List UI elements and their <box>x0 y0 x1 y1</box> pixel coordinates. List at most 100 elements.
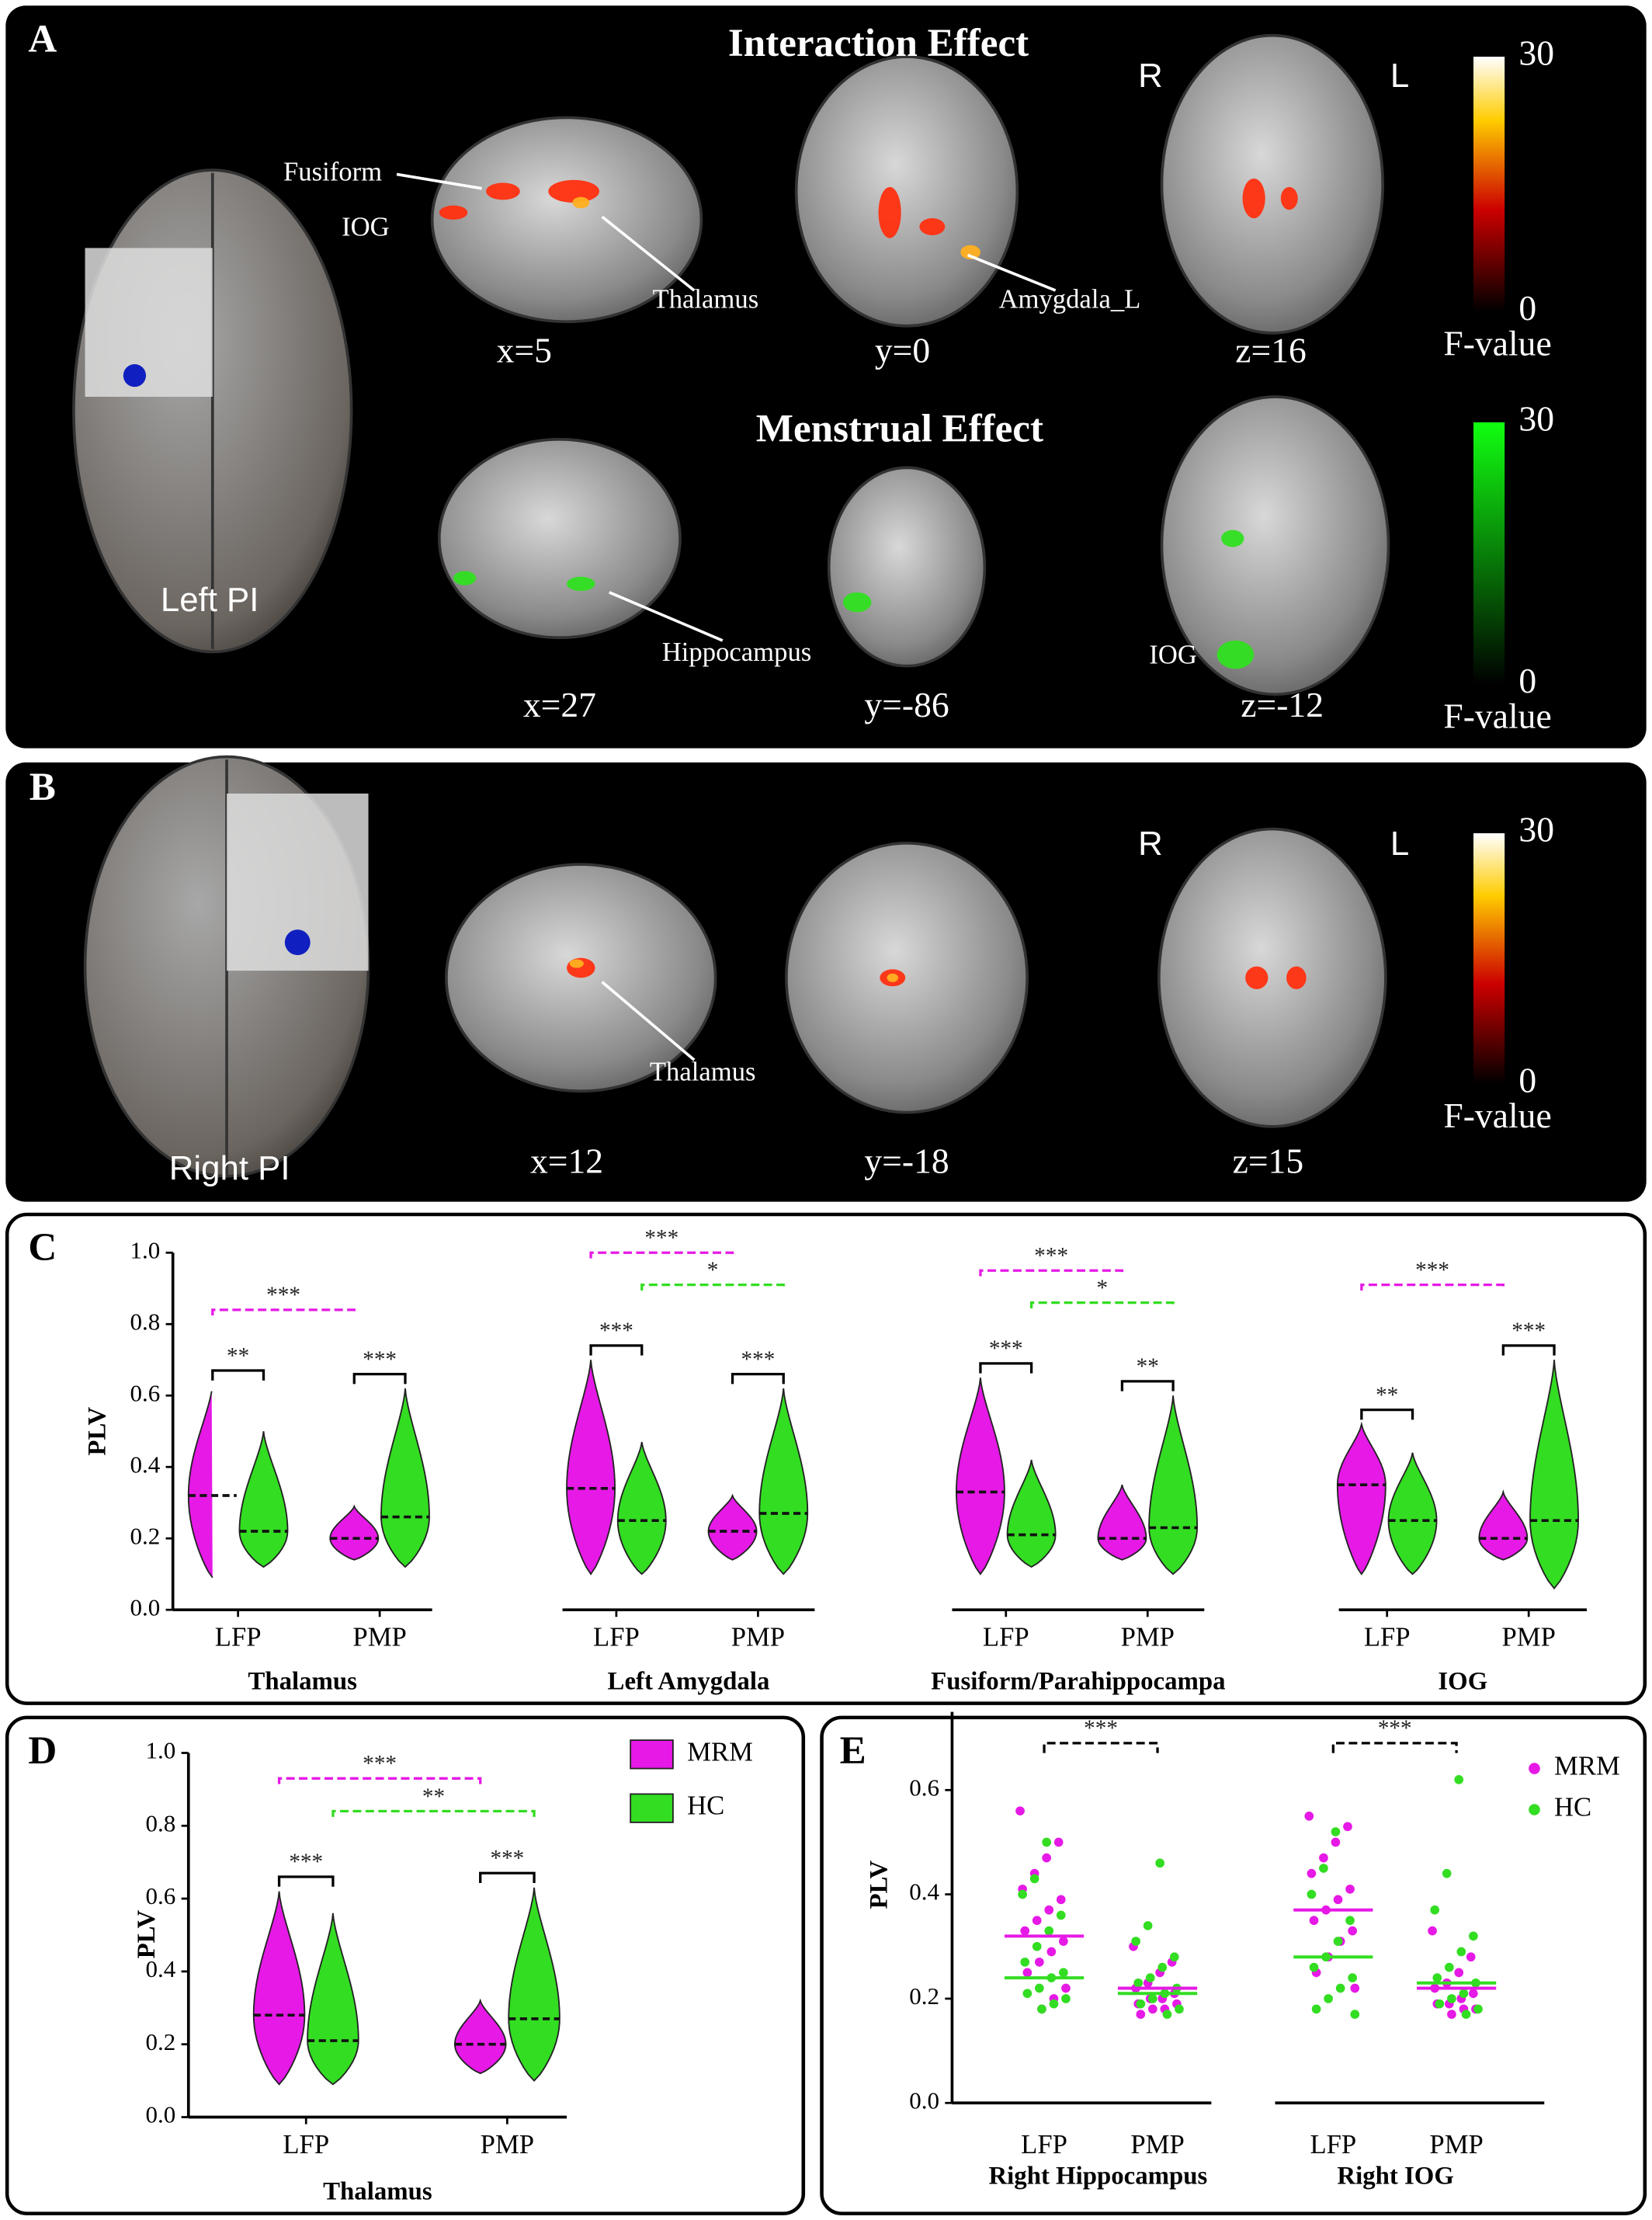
significance-bracket <box>1360 1284 1504 1291</box>
violin <box>1529 1360 1579 1590</box>
significance-label: *** <box>1034 1244 1068 1269</box>
significance-label: ** <box>422 1784 445 1809</box>
slice-label: x=5 <box>497 331 552 370</box>
x-tick-label: PMP <box>481 2130 534 2159</box>
activation <box>1280 186 1298 210</box>
activation <box>439 205 468 220</box>
data-point <box>1022 1989 1032 1999</box>
y-axis-label: PLV <box>866 1860 894 1909</box>
significance-bracket <box>211 1369 266 1381</box>
colorbar <box>1473 833 1505 1085</box>
significance-bracket <box>1501 1344 1556 1356</box>
data-point <box>1169 1952 1179 1962</box>
legend-label: HC <box>1554 1792 1591 1822</box>
x-tick-label: PMP <box>1121 1622 1175 1652</box>
significance-bracket <box>1331 1742 1458 1753</box>
x-tick-label: PMP <box>731 1622 785 1652</box>
significance-label: *** <box>1511 1318 1546 1343</box>
panel-label: E <box>840 1728 866 1773</box>
significance-label: * <box>707 1258 719 1283</box>
data-point <box>1343 1822 1352 1832</box>
data-point <box>1335 1983 1345 1993</box>
y-tick-label: 0.8 <box>146 1809 176 1836</box>
violin <box>566 1360 616 1576</box>
data-point <box>1348 1926 1357 1936</box>
significance-bracket <box>1029 1301 1175 1308</box>
significance-bracket <box>979 1269 1124 1277</box>
activation <box>569 959 584 968</box>
data-point <box>1432 1973 1442 1982</box>
hemisphere-label: R <box>1138 57 1163 95</box>
violin <box>956 1378 1005 1576</box>
colorbar-label: F-value <box>1443 1096 1551 1135</box>
section-title: Menstrual Effect <box>756 406 1043 450</box>
slice-label: z=16 <box>1235 331 1307 370</box>
activation <box>572 196 590 209</box>
significance-label: *** <box>1415 1258 1449 1283</box>
activation <box>960 245 980 259</box>
legend-swatch <box>630 1739 674 1770</box>
violin <box>1387 1452 1438 1576</box>
significance-label: *** <box>1378 1716 1412 1741</box>
data-point <box>1056 1895 1066 1905</box>
significance-bracket <box>1360 1408 1414 1420</box>
annotation: Thalamus <box>653 285 759 314</box>
y-tick-label: 0.0 <box>130 1593 160 1621</box>
cut <box>85 248 213 397</box>
colorbar-tick: 0 <box>1518 661 1536 700</box>
seed <box>284 929 311 956</box>
data-point <box>1020 1926 1030 1936</box>
significance-label: *** <box>644 1226 678 1251</box>
hemisphere-label: L <box>1390 57 1409 95</box>
annotation: IOG <box>342 213 390 242</box>
colorbar-tick: 0 <box>1518 288 1536 328</box>
activation <box>1216 640 1255 669</box>
violin <box>1148 1395 1199 1576</box>
violin <box>380 1388 430 1569</box>
section-title: Interaction Effect <box>728 21 1029 65</box>
y-tick-label: 0.8 <box>130 1308 160 1335</box>
data-point <box>1136 2010 1146 2019</box>
panel-c <box>5 1212 1647 1705</box>
data-point <box>1044 1926 1054 1936</box>
arrow <box>396 172 482 190</box>
panel-e <box>820 1715 1647 2215</box>
activation <box>1242 178 1265 219</box>
data-point <box>1032 1941 1042 1951</box>
significance-label: *** <box>363 1752 397 1777</box>
significance-bracket <box>352 1372 407 1384</box>
data-point <box>1309 1962 1319 1972</box>
brain-image <box>430 116 703 324</box>
data-point <box>1162 2010 1172 2019</box>
data-point <box>1459 1989 1469 1999</box>
y-tick-label: 0.6 <box>130 1379 160 1406</box>
activation <box>887 973 899 982</box>
y-axis-label: PLV <box>83 1407 111 1456</box>
panel-label: C <box>28 1225 57 1270</box>
data-point <box>1061 1994 1071 2003</box>
brain-image <box>827 466 987 668</box>
brain-image <box>1160 395 1390 697</box>
data-point <box>1037 2004 1046 2014</box>
activation <box>1245 966 1268 989</box>
activation <box>453 571 477 585</box>
data-point <box>1331 1837 1341 1847</box>
slice-label: z=-12 <box>1241 685 1324 724</box>
significance-bracket <box>589 1251 734 1259</box>
significance-bracket <box>277 1777 482 1784</box>
data-point <box>1157 1962 1168 1972</box>
data-point <box>1333 1895 1343 1905</box>
data-point <box>1428 1926 1437 1936</box>
annotation: Thalamus <box>650 1057 756 1086</box>
annotation: Amygdala_L <box>998 285 1140 314</box>
significance-label: *** <box>363 1347 397 1372</box>
x-tick-label: LFP <box>983 1622 1029 1652</box>
x-tick-label: PMP <box>1501 1622 1555 1652</box>
data-point <box>1020 1958 1030 1967</box>
y-tick-label: 0.2 <box>146 2028 176 2055</box>
data-point <box>1131 1937 1140 1946</box>
legend-swatch <box>1529 1804 1540 1815</box>
significance-bracket <box>479 1871 536 1884</box>
activation <box>919 218 946 235</box>
